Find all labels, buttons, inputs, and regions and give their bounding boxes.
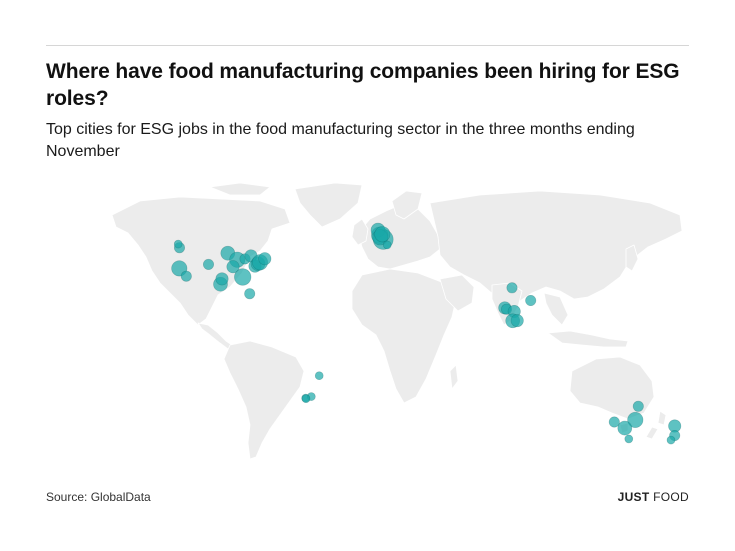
source-note: Source: GlobalData	[46, 490, 151, 504]
world-map	[111, 182, 683, 460]
indonesia	[547, 330, 629, 348]
north-america	[111, 196, 291, 326]
city-bubble	[617, 420, 633, 436]
city-bubble	[525, 295, 537, 307]
city-bubble	[382, 240, 392, 250]
logo-word-just: JUST	[617, 490, 650, 504]
arctic-islands	[209, 182, 271, 196]
africa	[351, 268, 457, 404]
city-bubble	[203, 258, 215, 270]
land-masses	[111, 182, 683, 460]
new-zealand-north	[657, 410, 667, 426]
city-bubble	[244, 288, 256, 300]
chart-title: Where have food manufacturing companies …	[46, 60, 680, 110]
city-bubble	[173, 239, 183, 249]
city-bubble	[180, 270, 192, 282]
arabia	[439, 274, 475, 312]
just-food-logo: JUST FOOD	[618, 490, 689, 504]
city-bubbles	[171, 222, 682, 445]
asia	[429, 190, 683, 304]
logo-word-food: FOOD	[653, 490, 689, 504]
city-bubble	[301, 394, 311, 403]
madagascar	[449, 364, 459, 390]
city-bubble	[314, 371, 324, 380]
city-bubble	[608, 416, 620, 428]
europe	[357, 204, 441, 270]
greenland	[294, 182, 363, 228]
city-bubble	[215, 272, 229, 286]
city-bubble	[632, 400, 644, 412]
south-america	[223, 340, 305, 460]
city-bubble	[510, 314, 524, 328]
city-bubble	[627, 411, 644, 428]
top-divider	[46, 45, 689, 46]
great-britain	[351, 218, 369, 246]
city-bubble	[226, 260, 240, 274]
city-bubble	[374, 226, 391, 243]
australia	[569, 356, 655, 420]
central-america	[197, 322, 233, 350]
city-bubble	[258, 252, 272, 266]
city-bubble	[234, 268, 252, 286]
japan	[625, 244, 639, 272]
southeast-asia	[543, 292, 569, 326]
city-bubble	[666, 435, 676, 445]
city-bubble	[506, 282, 518, 294]
chart-subtitle: Top cities for ESG jobs in the food manu…	[46, 121, 635, 160]
new-zealand-south	[645, 426, 659, 440]
scandinavia	[391, 190, 423, 220]
city-bubble	[624, 434, 634, 444]
